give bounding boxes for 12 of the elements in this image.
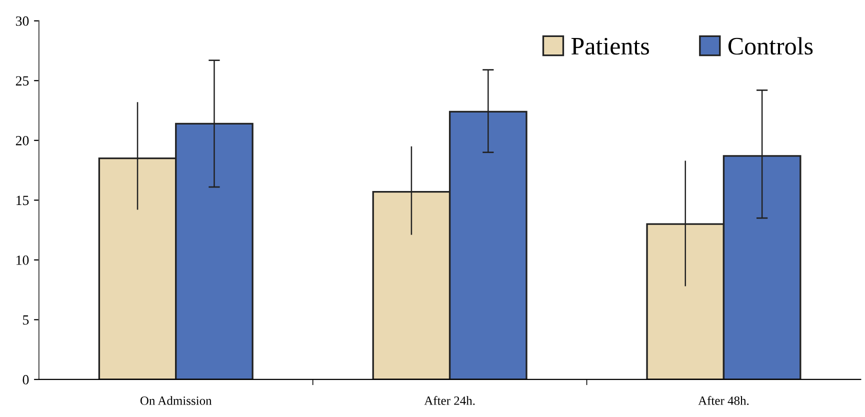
- y-tick-label: 5: [23, 315, 29, 325]
- x-tick-label: On Admission: [140, 396, 212, 405]
- y-tick-label: 0: [22, 375, 29, 384]
- y-tick-label: 15: [16, 196, 29, 206]
- y-tick-label: 30: [16, 16, 29, 26]
- legend-label: Controls: [728, 37, 813, 55]
- legend-label: Patients: [571, 38, 649, 55]
- x-tick-label: After 24h.: [424, 396, 475, 405]
- y-tick-label: 20: [16, 136, 29, 146]
- y-tick-label: 10: [16, 256, 29, 265]
- x-tick-label: After 48h.: [698, 396, 749, 405]
- y-tick-label: 25: [16, 76, 29, 86]
